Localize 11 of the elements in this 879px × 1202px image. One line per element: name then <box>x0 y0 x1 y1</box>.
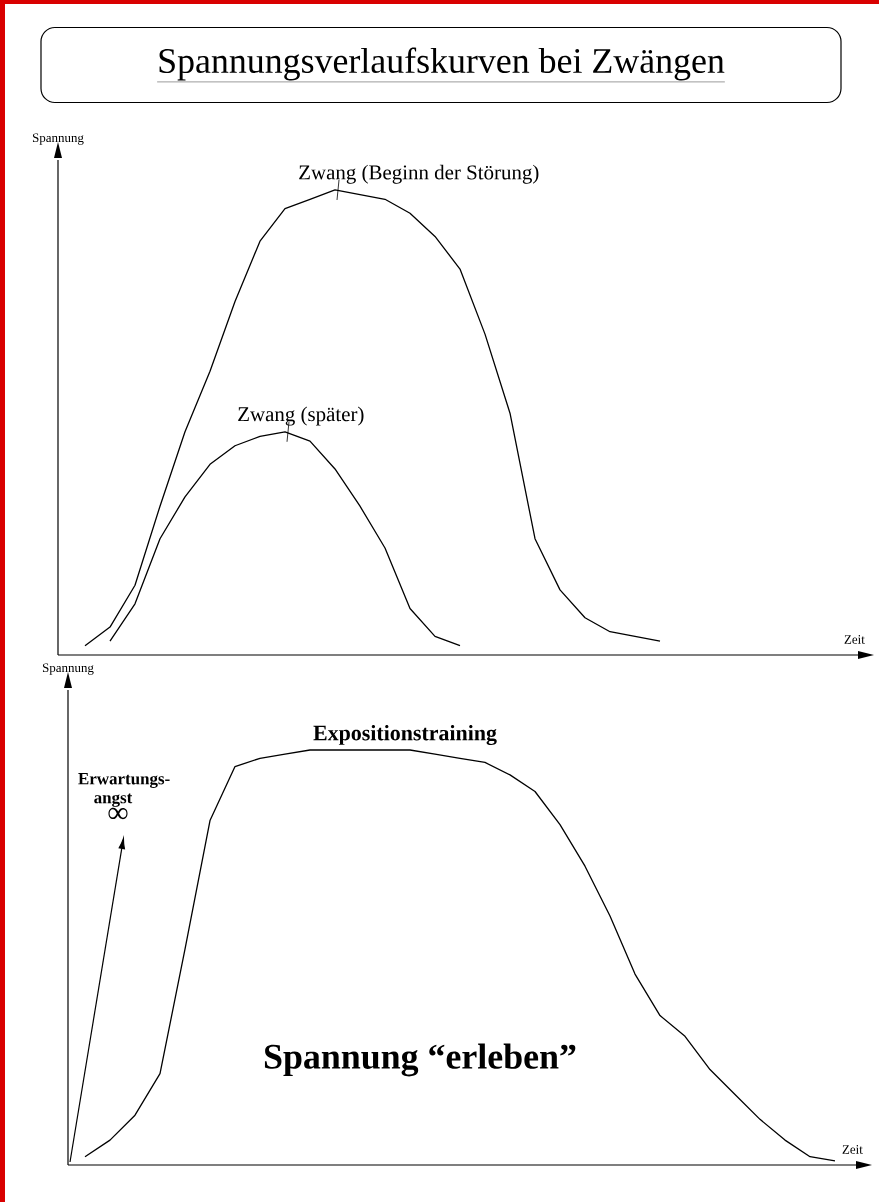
y-axis-title: Spannung <box>42 663 94 675</box>
series-label: Zwang (Beginn der Störung) <box>299 164 539 184</box>
chart-title: Expositionstraining <box>313 725 497 746</box>
x-axis-title: Zeit <box>842 1145 863 1154</box>
annotation: Spannung “erleben” <box>264 1043 576 1077</box>
chart-title: Spannungsverlaufskurven bei Zwängen <box>159 47 725 81</box>
y-axis-title: Spannung <box>32 133 84 145</box>
annotation: Erwartungs-angst <box>78 773 170 807</box>
series-label: Zwang (später) <box>238 406 364 426</box>
annotation: ∞ <box>108 807 128 820</box>
x-axis-title: Zeit <box>844 635 865 644</box>
